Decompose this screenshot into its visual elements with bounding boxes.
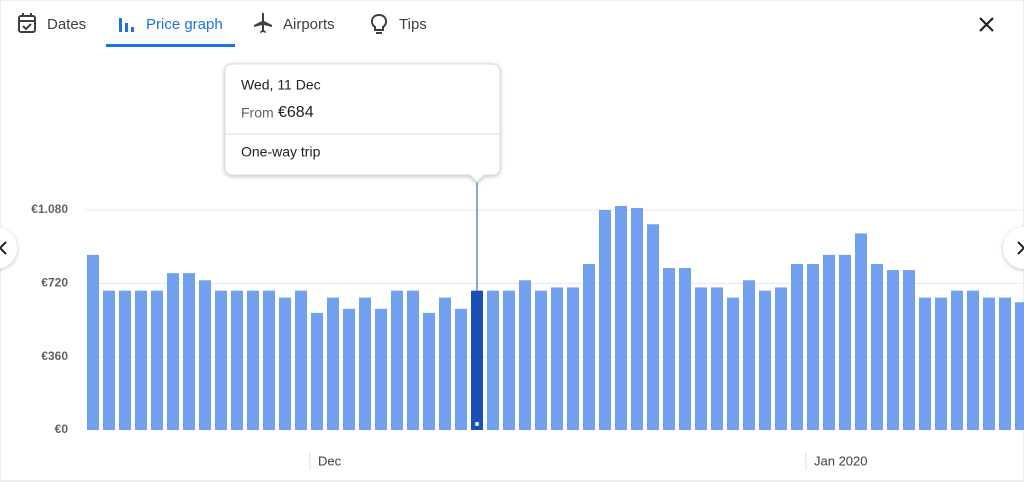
bar [215, 290, 227, 430]
bar [375, 308, 387, 430]
selection-dot [475, 422, 479, 426]
bar [423, 312, 435, 430]
tooltip-price: €684 [278, 104, 314, 121]
bar [711, 287, 723, 430]
bar [951, 290, 963, 430]
bar [343, 308, 355, 430]
bar [855, 233, 867, 430]
bar [439, 297, 451, 430]
bar [567, 287, 579, 430]
bar [871, 263, 883, 430]
bar [503, 290, 515, 430]
bar [663, 268, 675, 430]
bar [583, 263, 595, 430]
bar [487, 290, 499, 430]
bar [759, 290, 771, 430]
bar [791, 263, 803, 430]
bar [103, 290, 115, 430]
x-tick-label: Dec [318, 453, 342, 468]
bar [391, 290, 403, 430]
tooltip: Wed, 11 Dec From €684 One-way trip [224, 63, 501, 183]
bar [311, 312, 323, 430]
bar [87, 254, 99, 430]
dates-icon [18, 13, 36, 33]
bar [327, 297, 339, 430]
bar [135, 290, 147, 430]
bar [919, 297, 931, 430]
next-button[interactable] [1003, 227, 1024, 269]
bar [119, 290, 131, 430]
bar [631, 207, 643, 430]
bar [183, 273, 195, 430]
tab[interactable]: Price graph [146, 16, 223, 33]
bar [599, 210, 611, 430]
bar [967, 290, 979, 430]
plot: €0 €360 €720 €1.080 Dec Jan 2020 [31, 182, 1024, 470]
bar [727, 297, 739, 430]
active-tab-indicator [106, 44, 235, 47]
bar [887, 270, 899, 430]
bar [775, 287, 787, 430]
x-tick-label: Jan 2020 [814, 453, 868, 468]
bar [295, 290, 307, 430]
tab[interactable]: Dates [47, 16, 86, 33]
price-graph-icon [119, 18, 134, 32]
bar [647, 224, 659, 430]
tooltip-from: From [241, 105, 274, 121]
bar [695, 287, 707, 430]
bar [999, 297, 1011, 430]
tab[interactable]: Airports [283, 16, 335, 33]
bar [935, 297, 947, 430]
bar [199, 280, 211, 430]
close-button[interactable] [979, 17, 994, 32]
y-tick-label: €720 [41, 276, 68, 290]
tab[interactable]: Tips [399, 16, 427, 33]
prev-button[interactable] [0, 227, 17, 269]
bar [535, 290, 547, 430]
bar [455, 308, 467, 430]
bar [807, 263, 819, 430]
bar [839, 254, 851, 430]
bar [471, 290, 483, 430]
bar [247, 290, 259, 430]
bar [359, 297, 371, 430]
bar [1015, 302, 1024, 430]
y-tick-label: €360 [41, 349, 68, 363]
bar [823, 254, 835, 430]
bar [519, 280, 531, 430]
bar [231, 290, 243, 430]
bar [151, 290, 163, 430]
bar [167, 273, 179, 430]
bar [615, 205, 627, 430]
bar [407, 290, 419, 430]
tooltip-date: Wed, 11 Dec [241, 77, 321, 93]
bar [279, 297, 291, 430]
bar [983, 297, 995, 430]
tooltip-trip: One-way trip [241, 144, 321, 160]
bar [903, 270, 915, 430]
y-tick-label: €1.080 [31, 202, 68, 216]
bar [263, 290, 275, 430]
y-tick-label: €0 [55, 422, 69, 436]
bar [679, 268, 691, 430]
airports-icon [254, 13, 272, 33]
bar [743, 280, 755, 430]
tips-icon [370, 13, 388, 34]
bar [551, 287, 563, 430]
